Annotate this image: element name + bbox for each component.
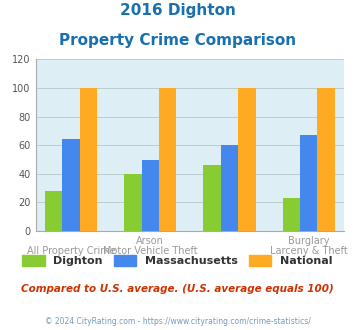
Text: © 2024 CityRating.com - https://www.cityrating.com/crime-statistics/: © 2024 CityRating.com - https://www.city… xyxy=(45,317,310,326)
Text: Larceny & Theft: Larceny & Theft xyxy=(270,246,348,256)
Legend: Dighton, Massachusetts, National: Dighton, Massachusetts, National xyxy=(22,255,333,266)
Bar xyxy=(124,174,142,231)
Bar xyxy=(45,191,62,231)
Text: Motor Vehicle Theft: Motor Vehicle Theft xyxy=(103,246,198,256)
Text: Arson: Arson xyxy=(136,236,164,246)
Bar xyxy=(238,88,256,231)
Bar xyxy=(159,88,176,231)
Text: Property Crime Comparison: Property Crime Comparison xyxy=(59,33,296,48)
Text: 2016 Dighton: 2016 Dighton xyxy=(120,3,235,18)
Bar xyxy=(300,135,317,231)
Bar xyxy=(62,140,80,231)
Text: All Property Crime: All Property Crime xyxy=(27,246,115,256)
Bar xyxy=(221,145,238,231)
Text: Compared to U.S. average. (U.S. average equals 100): Compared to U.S. average. (U.S. average … xyxy=(21,284,334,294)
Bar xyxy=(283,198,300,231)
Bar xyxy=(80,88,97,231)
Bar xyxy=(203,165,221,231)
Bar xyxy=(142,159,159,231)
Text: Burglary: Burglary xyxy=(288,236,329,246)
Bar xyxy=(317,88,335,231)
